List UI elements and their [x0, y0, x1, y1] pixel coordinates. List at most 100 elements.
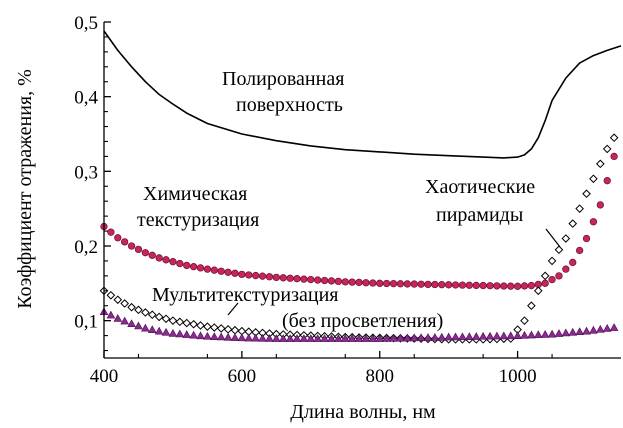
data-point: [121, 238, 129, 246]
data-point: [527, 330, 536, 339]
data-point: [471, 332, 481, 340]
data-point: [154, 326, 164, 335]
data-point: [527, 301, 536, 311]
data-point: [258, 333, 267, 342]
data-point: [293, 275, 301, 283]
data-point: [147, 310, 157, 320]
data-point: [610, 152, 618, 161]
data-point: [306, 334, 316, 342]
data-point: [437, 332, 447, 341]
data-point: [540, 329, 550, 338]
data-point: [520, 282, 529, 290]
data-point: [561, 234, 571, 243]
data-point: [458, 281, 467, 289]
data-point: [568, 219, 578, 228]
data-point: [244, 333, 254, 342]
data-point: [389, 333, 398, 342]
data-point: [368, 334, 378, 342]
data-point: [231, 269, 239, 277]
x-tick-label: 600: [228, 366, 257, 387]
data-point: [603, 177, 611, 185]
data-point: [520, 316, 529, 325]
x-tick-label: 400: [90, 366, 119, 387]
annotation-polished-line1: Полированная: [222, 68, 344, 90]
data-point: [609, 323, 619, 331]
data-point: [445, 281, 453, 289]
data-point: [127, 319, 136, 327]
data-point: [334, 334, 343, 342]
data-point: [340, 334, 350, 342]
data-point: [602, 144, 612, 154]
data-point: [472, 281, 480, 290]
data-point: [589, 325, 598, 334]
y-axis-title: Коэффициент отражения, %: [14, 69, 36, 309]
data-point: [134, 245, 143, 254]
data-point: [507, 282, 515, 290]
data-point: [127, 242, 136, 250]
series-1: [100, 152, 618, 290]
data-point: [547, 329, 557, 338]
data-point: [154, 312, 164, 322]
annotation-chemical-line1: Химическая: [143, 183, 247, 205]
data-point: [547, 256, 557, 266]
data-point: [141, 308, 150, 317]
data-point: [389, 279, 398, 288]
data-point: [209, 332, 219, 340]
annotation-random-pyramids-line2: пирамиды: [436, 204, 523, 226]
data-point: [458, 332, 467, 341]
data-point: [506, 331, 516, 340]
data-point: [251, 333, 260, 342]
data-point: [417, 280, 425, 288]
data-point: [609, 133, 619, 143]
data-point: [569, 258, 577, 267]
data-point: [300, 275, 308, 283]
data-point: [500, 282, 508, 290]
data-point: [382, 334, 391, 342]
data-point: [196, 321, 205, 330]
data-point: [169, 258, 177, 266]
data-point: [320, 334, 329, 342]
data-point: [369, 279, 377, 287]
data-point: [175, 317, 185, 327]
series-line: [103, 30, 622, 159]
data-point: [272, 334, 281, 342]
data-point: [320, 276, 329, 285]
data-point: [527, 281, 536, 290]
data-point: [354, 334, 364, 342]
data-point: [555, 272, 563, 280]
leader-multitexture: [227, 302, 239, 316]
data-point: [237, 333, 247, 342]
data-point: [183, 261, 191, 270]
x-tick-label: 800: [365, 366, 394, 387]
data-point: [396, 333, 405, 342]
data-point: [265, 273, 274, 281]
data-point: [147, 325, 157, 333]
data-point: [134, 321, 143, 330]
data-point: [162, 256, 170, 264]
data-point: [196, 331, 205, 340]
data-point: [272, 273, 280, 282]
data-point: [444, 332, 453, 341]
data-point: [265, 334, 274, 342]
y-tick-label: 0,3: [74, 162, 98, 183]
data-point: [196, 264, 205, 272]
data-point: [431, 280, 439, 289]
data-point: [182, 330, 192, 338]
y-tick-label: 0,2: [74, 237, 98, 258]
data-point: [499, 331, 509, 340]
data-point: [568, 327, 578, 336]
data-point: [493, 282, 501, 290]
data-point: [347, 334, 357, 342]
data-point: [596, 159, 605, 169]
data-point: [203, 331, 212, 340]
data-point: [106, 310, 116, 319]
data-point: [589, 174, 598, 184]
data-point: [424, 280, 432, 289]
data-point: [402, 333, 412, 342]
data-point: [245, 271, 253, 279]
data-point: [148, 251, 156, 259]
data-point: [492, 331, 502, 340]
data-point: [230, 333, 240, 341]
data-point: [362, 279, 370, 287]
x-axis-title: Длина волны, нм: [290, 401, 436, 423]
